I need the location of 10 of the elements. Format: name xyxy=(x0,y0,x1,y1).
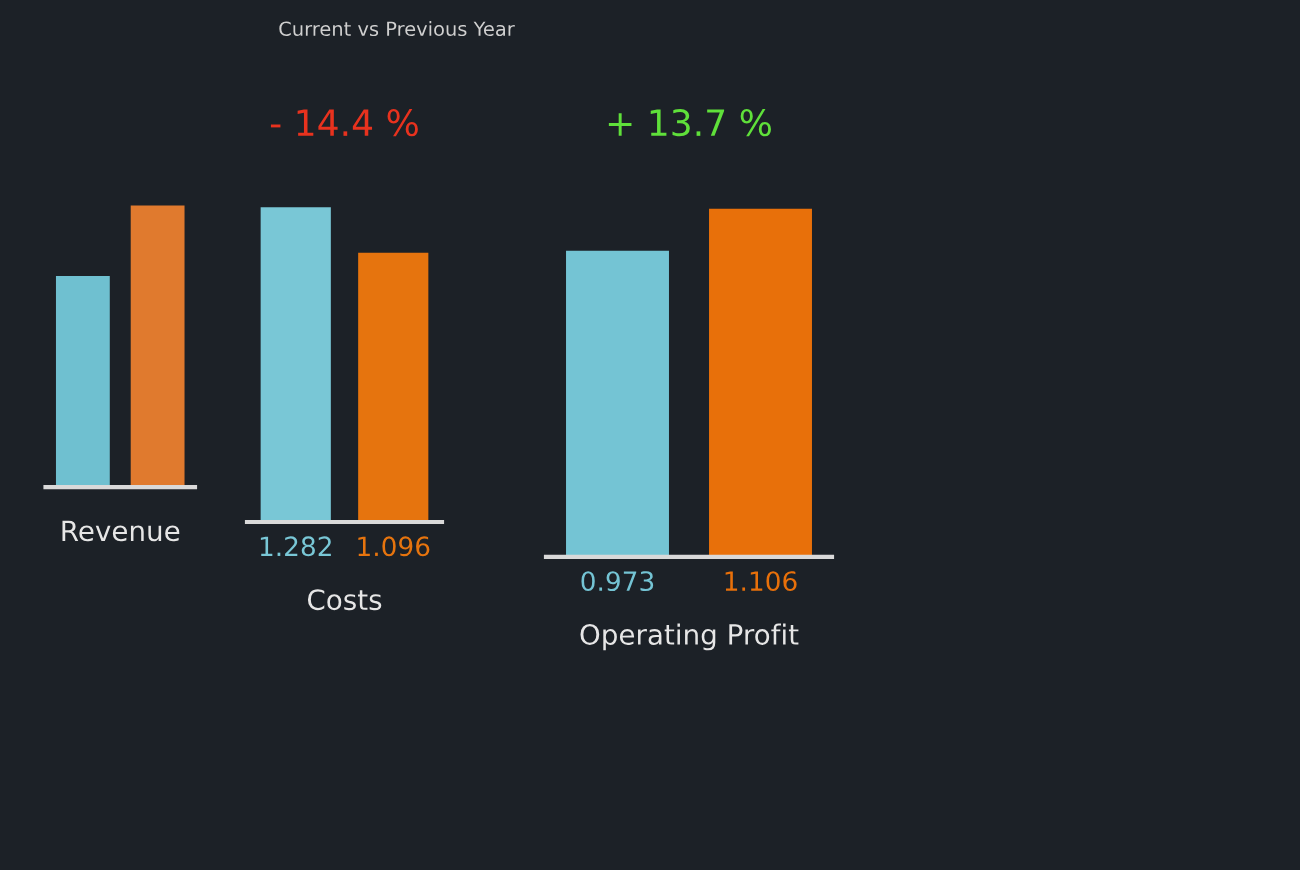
x-axis-title: Operating Profit xyxy=(580,623,799,651)
chart-title: + 13.7 % xyxy=(608,109,771,137)
data-label: 1.096 xyxy=(358,536,430,557)
chart-title: - 14.4 % xyxy=(270,109,418,137)
x-axis-title: Revenue xyxy=(62,520,180,542)
data-label: 1.106 xyxy=(725,571,797,592)
data-label: 0.973 xyxy=(581,571,654,592)
data-label: 1.282 xyxy=(260,536,331,557)
chart-subtitle: Current vs Previous Year xyxy=(279,21,515,37)
x-axis-title: Costs xyxy=(307,589,382,611)
